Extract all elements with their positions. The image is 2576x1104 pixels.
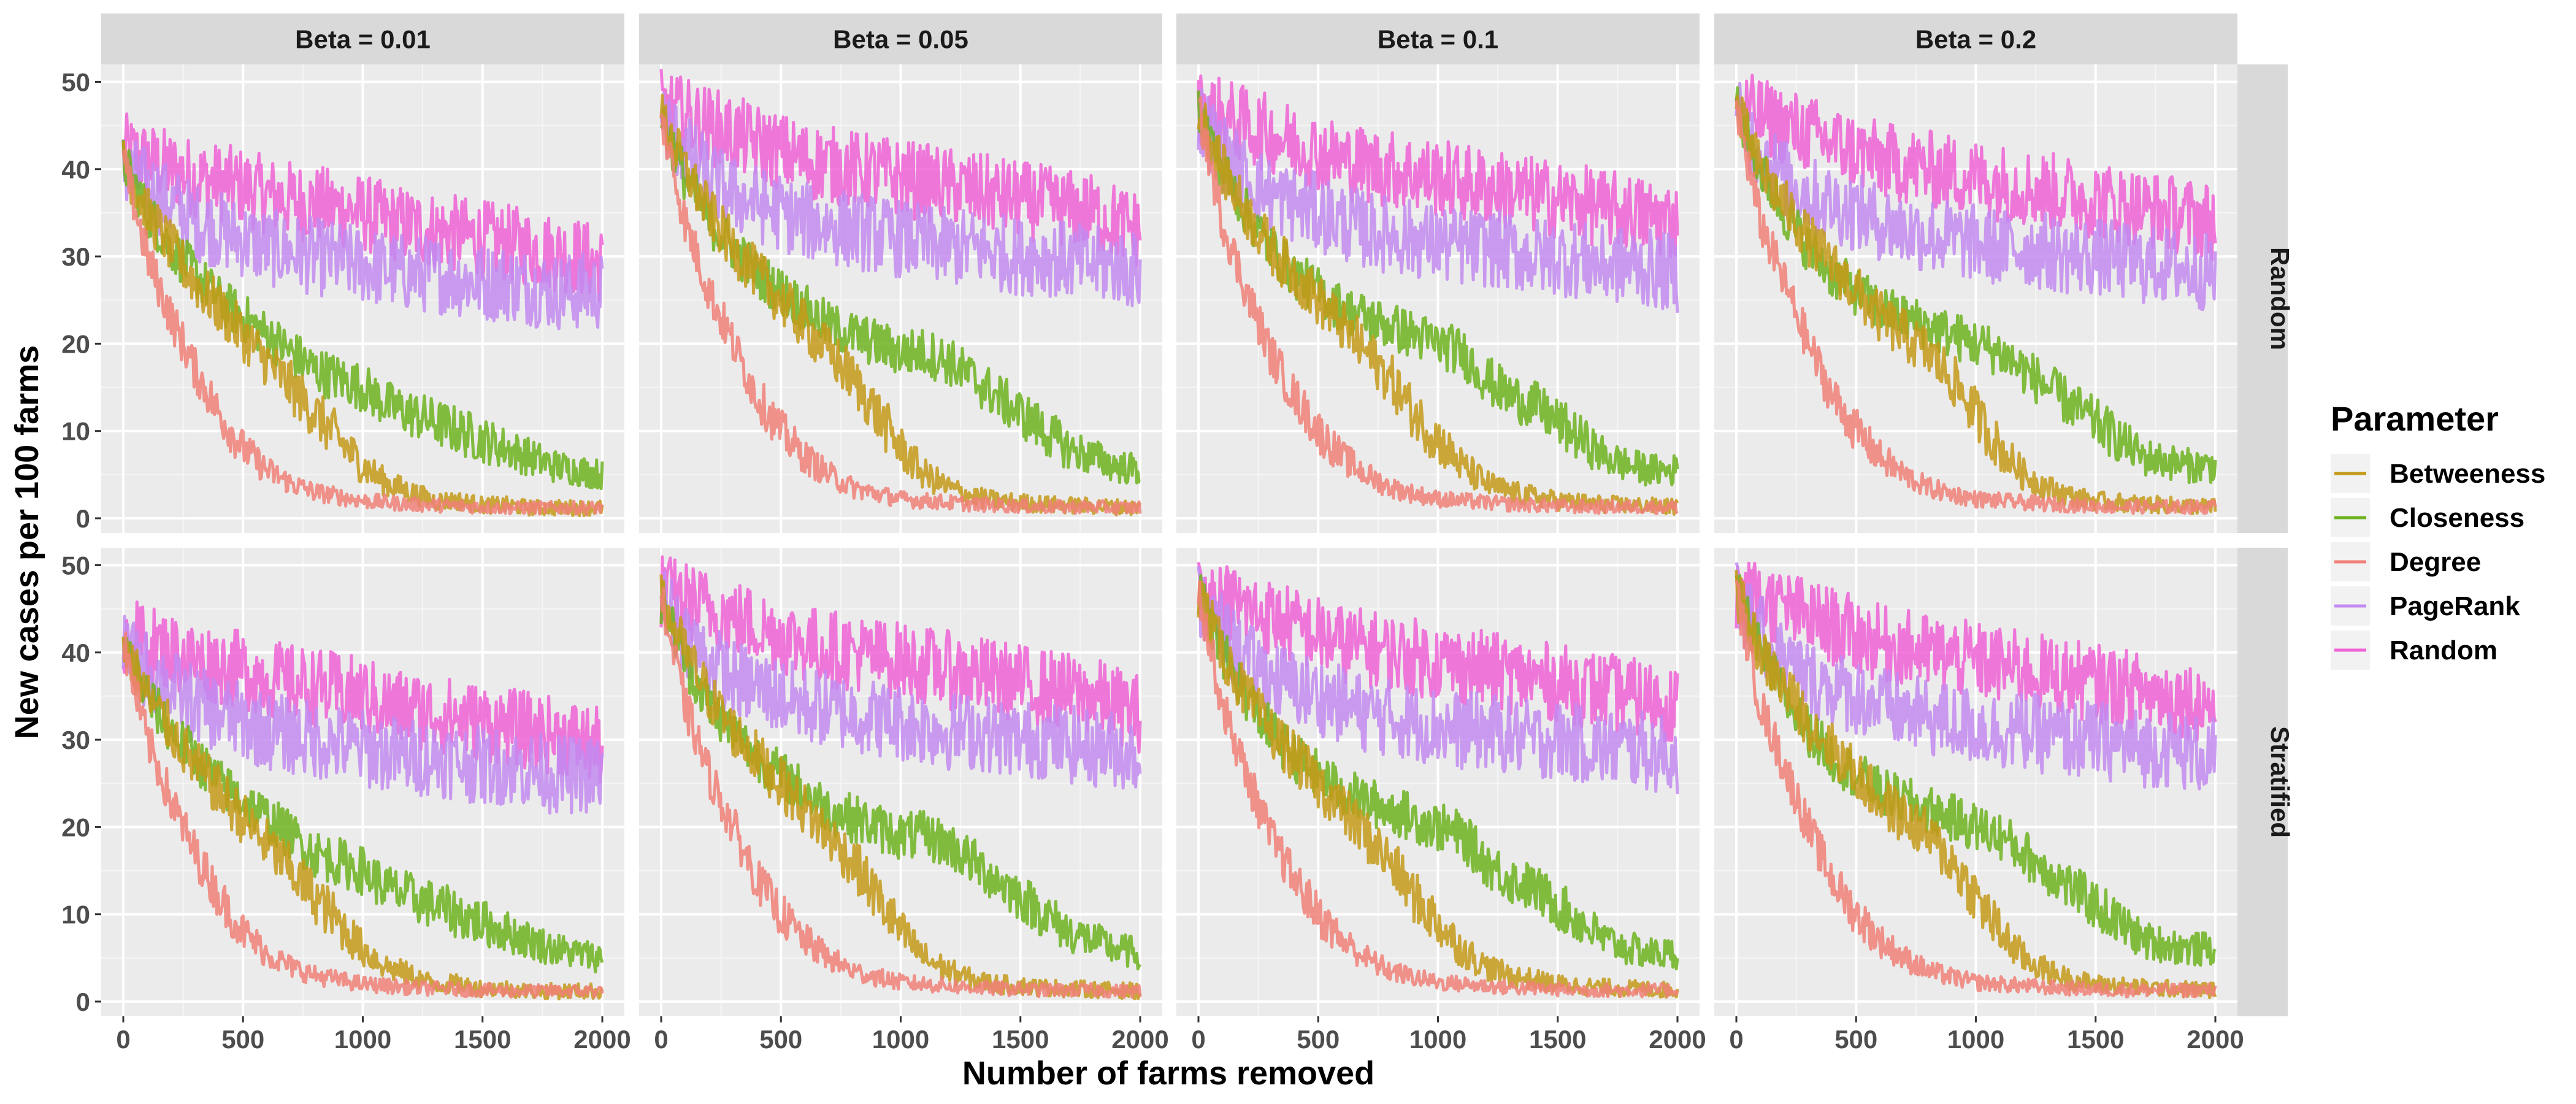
y-tick-label: 20 — [61, 813, 90, 841]
series-line-degree — [659, 586, 1142, 999]
y-tick-label: 50 — [61, 67, 90, 96]
facet-strip-right — [2237, 64, 2288, 533]
facet-strip-label: Beta = 0.01 — [295, 25, 431, 54]
x-axis-title: Number of farms removed — [962, 1055, 1374, 1092]
series-line-degree — [1197, 580, 1679, 999]
series-line-pagerank — [659, 92, 1142, 307]
series-line-random — [121, 600, 604, 784]
facet-panel: 0 500 1000 1500 2000 — [1176, 548, 1706, 1054]
series-line-random — [1197, 562, 1679, 743]
x-tick-label: 1000 — [872, 1025, 929, 1054]
facet-panel — [1176, 64, 1700, 533]
facet-panel: 0 10 20 30 40 50 — [61, 64, 624, 533]
x-tick-label: 1000 — [1409, 1025, 1466, 1054]
series-line-pagerank — [1197, 88, 1679, 313]
x-tick-label: 2000 — [1111, 1025, 1168, 1054]
x-tick-label: 0 — [654, 1025, 668, 1054]
facet-panel: 0 500 1000 1500 2000 — [639, 548, 1169, 1054]
x-tick-label: 2000 — [573, 1025, 631, 1054]
x-tick-label: 500 — [221, 1025, 264, 1054]
x-tick-label: 2000 — [1649, 1025, 1706, 1054]
y-tick-label: 30 — [61, 726, 90, 754]
series-line-pagerank — [1197, 565, 1679, 794]
x-tick-label: 500 — [759, 1025, 802, 1054]
series-line-degree — [659, 113, 1142, 516]
x-tick-label: 0 — [116, 1025, 130, 1054]
x-tick-label: 500 — [1297, 1025, 1340, 1054]
x-tick-label: 0 — [1729, 1025, 1743, 1054]
series-line-closeness — [121, 139, 604, 491]
series-line-betweeness — [121, 140, 604, 518]
facet-strip-top — [1714, 13, 2237, 64]
y-tick-label: 40 — [61, 638, 90, 667]
facet-panel: 0 500 1000 1500 2000 — [1714, 548, 2244, 1054]
y-tick-label: 20 — [61, 329, 90, 358]
x-tick-label: 2000 — [2187, 1025, 2244, 1054]
facet-strip-label: Random — [2266, 247, 2294, 350]
series-line-random — [1197, 74, 1679, 259]
x-tick-label: 1500 — [1529, 1025, 1586, 1054]
facet-strip-label: Beta = 0.1 — [1378, 25, 1498, 54]
facet-strip-right — [2237, 548, 2288, 1016]
y-tick-label: 10 — [61, 417, 90, 446]
series-line-degree — [1735, 580, 2217, 999]
y-tick-label: 50 — [61, 551, 90, 580]
y-tick-label: 0 — [76, 504, 90, 533]
series-line-pagerank — [659, 570, 1142, 790]
series-line-random — [659, 69, 1142, 267]
x-tick-label: 1000 — [1947, 1025, 2004, 1054]
legend-label: Closeness — [2390, 503, 2524, 533]
facet-panel: 0 500 1000 1500 2000 0 10 20 30 40 50 — [61, 548, 631, 1054]
y-tick-label: 40 — [61, 155, 90, 184]
facet-panel — [1714, 64, 2237, 533]
series-line-pagerank — [121, 615, 604, 815]
x-tick-label: 1500 — [992, 1025, 1049, 1054]
facet-strip-label: Stratified — [2266, 726, 2294, 838]
x-tick-label: 1500 — [454, 1025, 511, 1054]
series-line-degree — [121, 148, 604, 516]
legend: Parameter Betweeness Closeness Degree PageR… — [2331, 399, 2545, 670]
series-line-closeness — [1735, 574, 2217, 967]
facet-strip-top — [1176, 13, 1700, 64]
x-tick-label: 500 — [1834, 1025, 1877, 1054]
series-line-pagerank — [121, 140, 604, 331]
x-tick-label: 0 — [1191, 1025, 1205, 1054]
legend-title: Parameter — [2331, 399, 2499, 438]
legend-label: Degree — [2390, 547, 2481, 577]
y-tick-label: 10 — [61, 900, 90, 929]
x-tick-label: 1500 — [2067, 1025, 2124, 1054]
facet-panel — [639, 64, 1162, 533]
facet-strip-label: Beta = 0.05 — [833, 25, 968, 54]
series-line-degree — [121, 631, 604, 999]
legend-label: Betweeness — [2390, 459, 2545, 489]
y-axis-title: New cases per 100 farms — [9, 345, 45, 739]
series-line-betweeness — [1197, 580, 1679, 999]
legend-label: Random — [2390, 635, 2497, 665]
facet-panels: Beta = 0.01 Beta = 0.05 Beta = 0.1 Beta = 0… — [61, 13, 2294, 1054]
x-tick-label: 1000 — [334, 1025, 391, 1054]
facet-strip-top — [101, 13, 624, 64]
series-line-closeness — [121, 637, 604, 974]
y-tick-label: 30 — [61, 242, 90, 271]
series-line-degree — [1735, 100, 2217, 515]
y-tick-label: 0 — [76, 987, 90, 1016]
series-line-random — [121, 112, 604, 302]
series-line-degree — [1197, 96, 1679, 515]
legend-label: PageRank — [2390, 591, 2520, 621]
facet-strip-label: Beta = 0.2 — [1915, 25, 2036, 54]
series-line-random — [1735, 561, 2217, 742]
facet-strip-top — [639, 13, 1162, 64]
